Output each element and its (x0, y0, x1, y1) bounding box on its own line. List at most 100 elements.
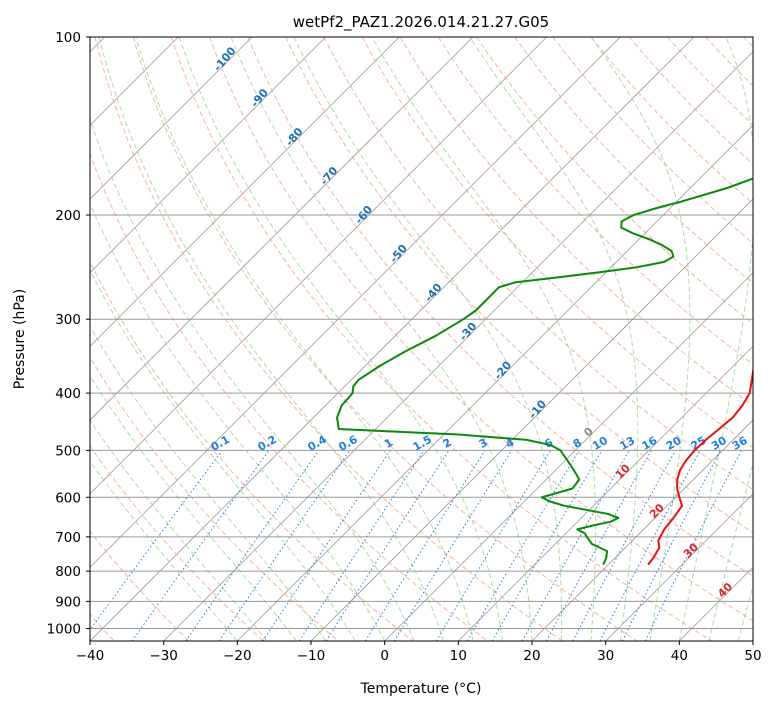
dry-adiabat-label: -70 (318, 164, 341, 188)
x-tick-label: 30 (597, 648, 614, 664)
dry-adiabat-line (399, 37, 753, 407)
x-tick-label: −10 (297, 648, 326, 664)
isotherm-lines (90, 37, 753, 641)
isotherm-line (237, 124, 753, 641)
moist-adiabat-line (90, 118, 415, 641)
moist-adiabat-line (90, 269, 356, 641)
mixing-ratio-line (572, 450, 676, 641)
dry-adiabat-label: -20 (492, 358, 515, 382)
isotherm-line (90, 37, 474, 421)
dry-adiabat-line (361, 37, 753, 448)
dry-adiabat-line (247, 37, 753, 577)
mixing-ratio-line (298, 450, 425, 641)
x-tick-label: 10 (450, 648, 467, 664)
sounding-profiles (336, 177, 753, 566)
x-tick-label: 50 (744, 648, 761, 664)
moist-adiabat-line (90, 325, 327, 641)
temperature-profile (647, 365, 753, 566)
isotherm-line (310, 198, 753, 641)
y-axis: 100 200 300 400 500 600 700 800 900 1000 (47, 30, 90, 637)
dry-adiabat-label: -50 (387, 242, 410, 266)
mixing-ratio-line (325, 450, 450, 641)
dry-adiabat-label: -30 (457, 320, 480, 344)
dry-adiabat-line (94, 37, 563, 641)
isotherm-line (90, 37, 326, 274)
isotherm-line (458, 345, 753, 641)
moist-adiabat-line (90, 202, 386, 641)
isotherm-line (90, 37, 621, 568)
moist-adiabat-line (98, 37, 445, 641)
x-axis: −40 −30 −20 −10 0 10 20 30 40 50 (76, 641, 762, 664)
y-tick-label: 700 (55, 530, 81, 546)
isotherm-line (605, 493, 753, 641)
x-tick-label: 0 (380, 648, 389, 664)
y-tick-label: 1000 (47, 621, 81, 637)
x-tick-label: 20 (523, 648, 540, 664)
dry-adiabat-line (285, 37, 753, 534)
mixing-ratio-line (599, 450, 701, 641)
dry-adiabat-line (552, 37, 753, 244)
chart-title: wetPf2_PAZ1.2026.014.21.27.G05 (293, 13, 549, 32)
dry-adiabat-line (170, 37, 712, 641)
isotherm-line (531, 419, 753, 641)
dry-adiabat-label: -60 (352, 203, 375, 227)
mixing-ratio-line (521, 450, 630, 641)
moist-adiabat-label: 40 (715, 580, 735, 600)
moist-adiabat-line (90, 419, 268, 641)
isotherm-line (752, 640, 753, 641)
moist-adiabat-line (737, 583, 753, 641)
moist-adiabat-line (708, 461, 753, 641)
isotherm-line (384, 272, 753, 641)
y-axis-label: Pressure (hPa) (12, 289, 28, 389)
moist-adiabat-line (371, 37, 597, 641)
moist-adiabat-line (293, 37, 563, 641)
dry-adiabat-line (628, 37, 753, 165)
pressure-gridlines (90, 37, 753, 629)
y-tick-label: 900 (55, 594, 81, 610)
plot-frame (89, 36, 754, 642)
isotherm-line (90, 37, 547, 495)
moist-adiabat-line (590, 37, 691, 641)
isotherm-line (90, 37, 695, 641)
y-tick-label: 100 (55, 30, 81, 46)
y-tick-label: 400 (55, 386, 81, 402)
mixing-ratio-line (90, 450, 223, 631)
moist-adiabat-line (90, 460, 238, 641)
x-tick-label: 40 (671, 648, 688, 664)
dry-adiabat-line (90, 445, 264, 641)
dry-adiabat-label: -40 (422, 281, 445, 305)
mixing-ratio-line (364, 450, 486, 641)
x-tick-label: −20 (223, 648, 252, 664)
x-tick-label: −30 (149, 648, 178, 664)
dry-adiabat-lines (90, 37, 753, 641)
dry-adiabat-line (90, 152, 488, 641)
moist-adiabat-line (178, 37, 503, 641)
dry-adiabat-line (514, 37, 753, 284)
moist-adiabat-lines (90, 37, 753, 641)
dry-adiabat-line (209, 37, 753, 622)
dry-adiabat-line (90, 260, 414, 641)
dry-adiabat-line (132, 37, 638, 641)
mixing-ratio-line (131, 450, 270, 641)
dry-adiabat-line (437, 37, 753, 365)
x-tick-label: −40 (76, 648, 105, 664)
dry-adiabat-line (90, 530, 190, 641)
y-tick-label: 300 (55, 312, 81, 328)
y-tick-label: 500 (55, 443, 81, 459)
mixing-ratio-line (467, 450, 580, 641)
dry-adiabat-line (323, 37, 753, 491)
line-labels: -100-90-80-70-60-50-40-30-20-10010203040… (209, 44, 750, 600)
isotherm-line (90, 37, 400, 347)
isotherm-line (163, 51, 753, 641)
moist-adiabat-line (230, 37, 533, 641)
dry-adiabat-line (90, 356, 339, 641)
mixing-ratio-line (621, 450, 722, 641)
moist-adiabat-label: 30 (681, 540, 701, 560)
moist-adiabat-line (135, 37, 474, 641)
moist-adiabat-line (90, 374, 297, 641)
mixing-ratio-line (435, 450, 552, 641)
dewpoint-profile (336, 177, 753, 566)
x-axis-label: Temperature (°C) (360, 681, 482, 697)
y-tick-label: 800 (55, 564, 81, 580)
